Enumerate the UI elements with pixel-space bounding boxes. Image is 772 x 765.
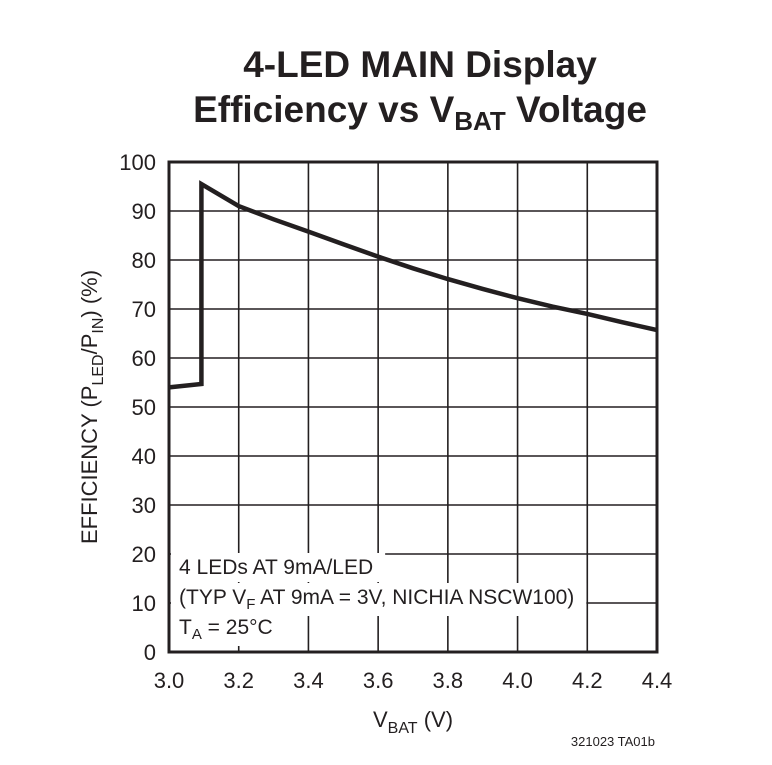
y-tick-label: 20 — [132, 542, 156, 567]
chart-title-line1: 4-LED MAIN Display — [243, 44, 597, 85]
annotation-line2: (TYP VF AT 9mA = 3V, NICHIA NSCW100) — [179, 586, 574, 613]
y-tick-label: 60 — [132, 346, 156, 371]
y-tick-labels: 0 10 20 30 40 50 60 70 80 90 100 — [119, 150, 156, 665]
plot-frame — [167, 160, 659, 654]
x-tick-label: 3.8 — [433, 668, 464, 693]
y-tick-label: 90 — [132, 199, 156, 224]
x-axis-label: VBAT (V) — [373, 707, 453, 737]
annotation: 4 LEDs AT 9mA/LED (TYP VF AT 9mA = 3V, N… — [179, 556, 574, 643]
chart-title-line2: Efficiency vs VBAT Voltage — [193, 89, 647, 136]
x-tick-label: 3.2 — [223, 668, 254, 693]
y-tick-label: 80 — [132, 248, 156, 273]
y-tick-label: 50 — [132, 395, 156, 420]
y-tick-label: 10 — [132, 591, 156, 616]
y-tick-label: 0 — [144, 640, 156, 665]
efficiency-curve — [168, 180, 658, 390]
annotation-line3: TA = 25°C — [179, 616, 273, 643]
y-axis-label: EFFICIENCY (PLED/PIN) (%) — [77, 270, 107, 544]
x-tick-label: 4.2 — [572, 668, 603, 693]
x-tick-label: 4.0 — [502, 668, 533, 693]
x-tick-label: 3.0 — [154, 668, 185, 693]
x-tick-label: 3.4 — [293, 668, 324, 693]
y-tick-label: 40 — [132, 444, 156, 469]
x-tick-labels: 3.0 3.2 3.4 3.6 3.8 4.0 4.2 4.4 — [154, 668, 673, 693]
annotation-backdrop — [171, 583, 587, 616]
annotation-backdrop — [171, 613, 285, 646]
annotation-background — [171, 553, 587, 646]
figure-id: 321023 TA01b — [571, 734, 655, 749]
annotation-line1: 4 LEDs AT 9mA/LED — [179, 556, 373, 579]
annotation-backdrop — [171, 553, 386, 582]
y-tick-label: 100 — [119, 150, 156, 175]
x-tick-label: 3.6 — [363, 668, 394, 693]
x-tick-label: 4.4 — [642, 668, 673, 693]
y-tick-label: 70 — [132, 297, 156, 322]
y-tick-label: 30 — [132, 493, 156, 518]
